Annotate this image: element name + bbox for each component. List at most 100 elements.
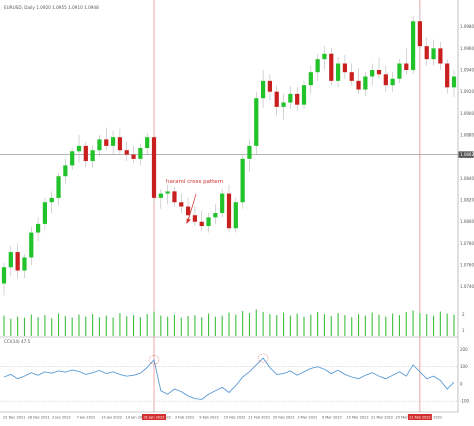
volume-bar bbox=[51, 318, 52, 336]
time-axis-label: 28 Dec 2021 bbox=[28, 416, 50, 420]
volume-bar bbox=[290, 316, 291, 336]
volume-bar bbox=[249, 313, 250, 336]
time-axis-label: 15 Mar 2022 bbox=[346, 416, 368, 420]
volume-bar bbox=[126, 316, 127, 336]
volume-bar bbox=[181, 318, 182, 336]
volume-bar bbox=[10, 319, 11, 336]
price-scale-label: 1.0880 bbox=[460, 133, 474, 138]
price-scale-label: 1.0900 bbox=[460, 111, 474, 116]
time-axis-label: 25 Feb 2022 bbox=[273, 416, 295, 420]
volume-bar bbox=[372, 313, 373, 336]
volume-bar bbox=[385, 317, 386, 336]
volume-bar bbox=[358, 314, 359, 336]
candle bbox=[152, 135, 156, 204]
volume-bar bbox=[351, 317, 352, 336]
volume-bar bbox=[269, 314, 270, 336]
volume-bar bbox=[406, 312, 407, 336]
volume-bar bbox=[413, 311, 414, 336]
price-scale-label: 1.0760 bbox=[460, 263, 474, 268]
candle bbox=[254, 92, 258, 155]
volume-bar bbox=[453, 315, 454, 336]
volume-bar bbox=[222, 316, 223, 336]
time-axis-label: 13 Jan 2022 bbox=[101, 416, 122, 420]
price-scale-label: 1.0740 bbox=[460, 284, 474, 289]
volume-bar bbox=[188, 316, 189, 336]
volume-bar bbox=[228, 313, 229, 336]
volume-bar bbox=[85, 317, 86, 336]
volume-bar bbox=[160, 316, 161, 336]
price-scale-label: 1.0780 bbox=[460, 241, 474, 246]
volume-bar bbox=[17, 317, 18, 336]
volume-bar bbox=[344, 315, 345, 336]
time-axis-label: 15 Feb 2022 bbox=[224, 416, 246, 420]
price-scale-label: 1.0800 bbox=[460, 219, 474, 224]
volume-bar bbox=[208, 314, 209, 336]
oscillator-scale-label: -100 bbox=[460, 399, 470, 404]
volume-bar bbox=[447, 314, 448, 336]
volume-bar bbox=[44, 315, 45, 336]
candle bbox=[411, 16, 415, 75]
price-scale-label: 1.0940 bbox=[460, 68, 474, 73]
volume-bar bbox=[331, 316, 332, 336]
volume-bar bbox=[426, 314, 427, 336]
volume-bar bbox=[167, 317, 168, 336]
time-axis-label: 3 Mar 2022 bbox=[297, 416, 317, 420]
time-axis-label: 7 Jan 2022 bbox=[77, 416, 96, 420]
volume-bar bbox=[24, 318, 25, 336]
price-scale-label: 1.0980 bbox=[460, 24, 474, 29]
volume-bar bbox=[276, 315, 277, 336]
crosshair-price-label: 1.0862 bbox=[460, 152, 474, 157]
volume-bar bbox=[399, 315, 400, 336]
volume-bar bbox=[133, 315, 134, 336]
volume-bar bbox=[78, 315, 79, 336]
volume-bar bbox=[58, 314, 59, 336]
price-scale-label: 1.0820 bbox=[460, 198, 474, 203]
volume-bar bbox=[338, 313, 339, 336]
volume-bar bbox=[194, 315, 195, 336]
oscillator-scale-label: 200 bbox=[460, 347, 468, 352]
volume-bar bbox=[365, 316, 366, 336]
volume-bar bbox=[235, 315, 236, 336]
price-scale-label: 1.0920 bbox=[460, 89, 474, 94]
volume-bar bbox=[303, 317, 304, 336]
volume-bar bbox=[106, 316, 107, 336]
time-axis-label: 9 Feb 2022 bbox=[199, 416, 219, 420]
pattern-annotation: harami cross pattern bbox=[166, 179, 224, 185]
volume-bar bbox=[215, 317, 216, 336]
volume-bar bbox=[440, 312, 441, 336]
volume-bar bbox=[174, 315, 175, 336]
volume-bar bbox=[201, 317, 202, 336]
oscillator-scale-label: 100 bbox=[460, 364, 468, 369]
volume-bar bbox=[147, 314, 148, 336]
time-axis-label: 3 Feb 2022 bbox=[175, 416, 195, 420]
volume-bar bbox=[324, 314, 325, 336]
time-axis-label: 3 Jan 2022 bbox=[52, 416, 71, 420]
volume-bar bbox=[92, 314, 93, 336]
time-axis-label: 22 Dec 2021 bbox=[3, 416, 25, 420]
volume-bar bbox=[317, 312, 318, 336]
volume-bar bbox=[310, 315, 311, 336]
volume-bar bbox=[242, 311, 243, 336]
volume-bar bbox=[140, 317, 141, 336]
volume-bar bbox=[297, 314, 298, 336]
volume-bar bbox=[99, 317, 100, 336]
candle bbox=[329, 48, 333, 85]
time-highlight-label: 11 Feb 2022 bbox=[409, 416, 431, 420]
time-axis-label: 21 Mar 2022 bbox=[371, 416, 393, 420]
volume-bar bbox=[65, 316, 66, 336]
price-scale-label: 1.0840 bbox=[460, 176, 474, 181]
volume-bar bbox=[283, 313, 284, 336]
volume-bar bbox=[31, 315, 32, 336]
volume-bar bbox=[72, 318, 73, 336]
volume-bar bbox=[256, 310, 257, 336]
candle bbox=[241, 155, 245, 209]
volume-bar bbox=[153, 312, 154, 336]
symbol-header: EURUSD, Daily 1.0920 1.0955 1.0910 1.094… bbox=[4, 5, 99, 10]
volume-bar bbox=[433, 316, 434, 336]
oscillator-header: CCI(14) 47.5 bbox=[4, 339, 31, 344]
time-axis-label: 9 Mar 2022 bbox=[322, 416, 342, 420]
volume-bar bbox=[419, 313, 420, 336]
volume-bar bbox=[392, 314, 393, 336]
